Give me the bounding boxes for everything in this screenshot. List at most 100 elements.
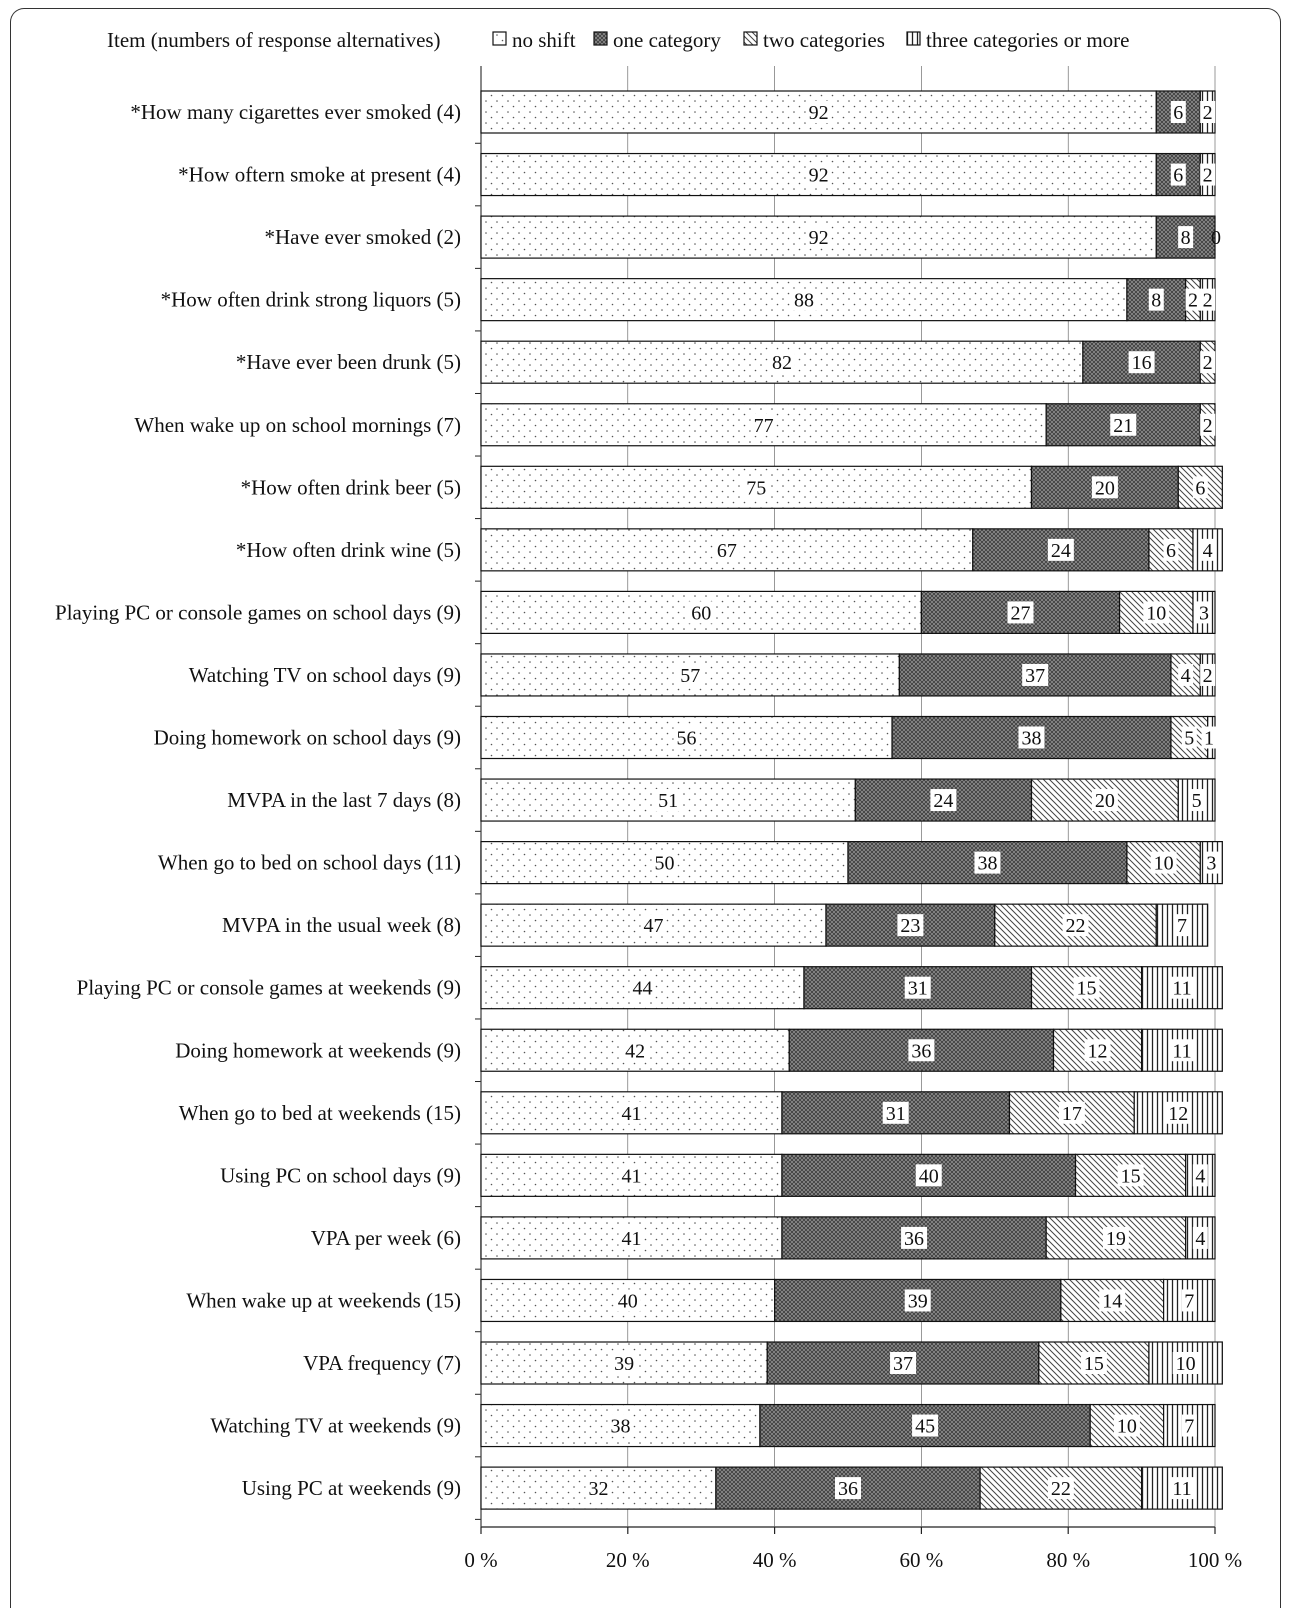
data-label: 50	[655, 853, 675, 875]
data-label: 42	[625, 1040, 645, 1062]
data-label: 17	[1062, 1103, 1082, 1125]
data-label: 37	[1025, 665, 1045, 687]
data-label: 1	[1204, 728, 1214, 750]
data-label: 82	[772, 352, 792, 374]
data-label: 6	[1173, 102, 1183, 124]
data-label: 31	[886, 1103, 906, 1125]
data-label: 45	[915, 1416, 935, 1438]
category-label: Playing PC or console games at weekends …	[77, 976, 461, 1000]
data-label: 56	[677, 728, 697, 750]
category-label: Doing homework at weekends (9)	[175, 1038, 461, 1062]
legend-label-no-shift: no shift	[512, 28, 576, 52]
data-label: 4	[1181, 665, 1191, 687]
data-label: 57	[680, 665, 700, 687]
data-label: 10	[1146, 602, 1166, 624]
data-label: 41	[621, 1103, 641, 1125]
data-label: 23	[900, 915, 920, 937]
data-label: 21	[1113, 415, 1133, 437]
data-label: 51	[658, 790, 678, 812]
category-label: Watching TV at weekends (9)	[210, 1414, 461, 1438]
legend-swatch-two-categories	[744, 32, 757, 45]
data-label: 7	[1177, 915, 1187, 937]
data-label: 20	[1095, 477, 1115, 499]
data-label: 32	[588, 1478, 608, 1500]
data-label: 2	[1188, 290, 1198, 312]
data-label: 27	[1010, 602, 1030, 624]
category-label: MVPA in the usual week (8)	[222, 913, 461, 937]
x-tick-label: 80 %	[1046, 1548, 1090, 1572]
data-label: 2	[1203, 102, 1213, 124]
data-label: 2	[1203, 165, 1213, 187]
data-label: 16	[1132, 352, 1152, 374]
data-label: 39	[614, 1353, 634, 1375]
data-label: 41	[621, 1165, 641, 1187]
category-label: When wake up on school mornings (7)	[134, 413, 461, 437]
data-label: 0	[1211, 227, 1221, 249]
category-label: *How often drink strong liquors (5)	[161, 288, 461, 312]
data-label: 38	[977, 853, 997, 875]
data-label: 67	[717, 540, 737, 562]
data-label: 60	[691, 602, 711, 624]
data-label: 7	[1184, 1416, 1194, 1438]
category-label: MVPA in the last 7 days (8)	[227, 788, 461, 812]
data-label: 15	[1077, 978, 1097, 1000]
data-label: 8	[1181, 227, 1191, 249]
data-label: 11	[1172, 978, 1191, 1000]
data-label: 88	[794, 290, 814, 312]
data-label: 15	[1121, 1165, 1141, 1187]
data-label: 92	[809, 227, 829, 249]
legend-swatch-three-categories-or-more	[907, 32, 920, 45]
data-label: 6	[1166, 540, 1176, 562]
category-label: Using PC at weekends (9)	[242, 1476, 461, 1500]
legend-label-three-categories-or-more: three categories or more	[926, 28, 1129, 52]
data-label: 36	[838, 1478, 858, 1500]
category-label: Using PC on school days (9)	[220, 1163, 461, 1187]
legend-label-two-categories: two categories	[763, 28, 885, 52]
x-tick-label: 60 %	[900, 1548, 944, 1572]
data-label: 92	[809, 102, 829, 124]
data-label: 2	[1203, 290, 1213, 312]
data-label: 22	[1051, 1478, 1071, 1500]
data-label: 14	[1102, 1290, 1122, 1312]
data-label: 36	[911, 1040, 931, 1062]
category-labels: *How many cigarettes ever smoked (4) *How…	[55, 100, 461, 1500]
data-label: 40	[919, 1165, 939, 1187]
legend-swatch-no-shift	[493, 32, 506, 45]
category-label: VPA frequency (7)	[303, 1351, 461, 1375]
bars: 92 6 292 6 292 8 088 8 2 282 16 277 21 275 20 667 24 6 460…	[481, 91, 1222, 1509]
data-label: 44	[632, 978, 652, 1000]
data-label: 37	[893, 1353, 913, 1375]
data-label: 77	[754, 415, 774, 437]
data-label: 36	[904, 1228, 924, 1250]
data-label: 38	[1022, 728, 1042, 750]
data-label: 11	[1172, 1478, 1191, 1500]
data-label: 19	[1106, 1228, 1126, 1250]
data-label: 5	[1192, 790, 1202, 812]
category-label: When go to bed on school days (11)	[158, 851, 461, 875]
data-label: 11	[1172, 1040, 1191, 1062]
legend-title: Item (numbers of response alternatives)	[107, 28, 441, 52]
category-label: *How often drink wine (5)	[236, 538, 461, 562]
category-label: When go to bed at weekends (15)	[179, 1101, 461, 1125]
data-label: 40	[618, 1290, 638, 1312]
data-label: 7	[1184, 1290, 1194, 1312]
category-label: VPA per week (6)	[311, 1226, 461, 1250]
x-tick-label: 20 %	[606, 1548, 650, 1572]
data-label: 3	[1199, 602, 1209, 624]
data-label: 4	[1195, 1165, 1205, 1187]
category-label: Doing homework on school days (9)	[154, 726, 461, 750]
data-label: 47	[643, 915, 663, 937]
legend-label-one-category: one category	[613, 28, 721, 52]
category-label: *How many cigarettes ever smoked (4)	[130, 100, 461, 124]
data-label: 31	[908, 978, 928, 1000]
data-label: 3	[1206, 853, 1216, 875]
data-label: 75	[746, 477, 766, 499]
data-label: 2	[1203, 352, 1213, 374]
data-label: 12	[1088, 1040, 1108, 1062]
category-label: *Have ever smoked (2)	[264, 225, 461, 249]
data-label: 8	[1151, 290, 1161, 312]
data-label: 10	[1154, 853, 1174, 875]
data-label: 20	[1095, 790, 1115, 812]
data-label: 10	[1176, 1353, 1196, 1375]
